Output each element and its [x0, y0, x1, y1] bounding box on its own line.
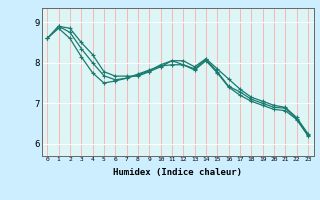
X-axis label: Humidex (Indice chaleur): Humidex (Indice chaleur) — [113, 168, 242, 177]
